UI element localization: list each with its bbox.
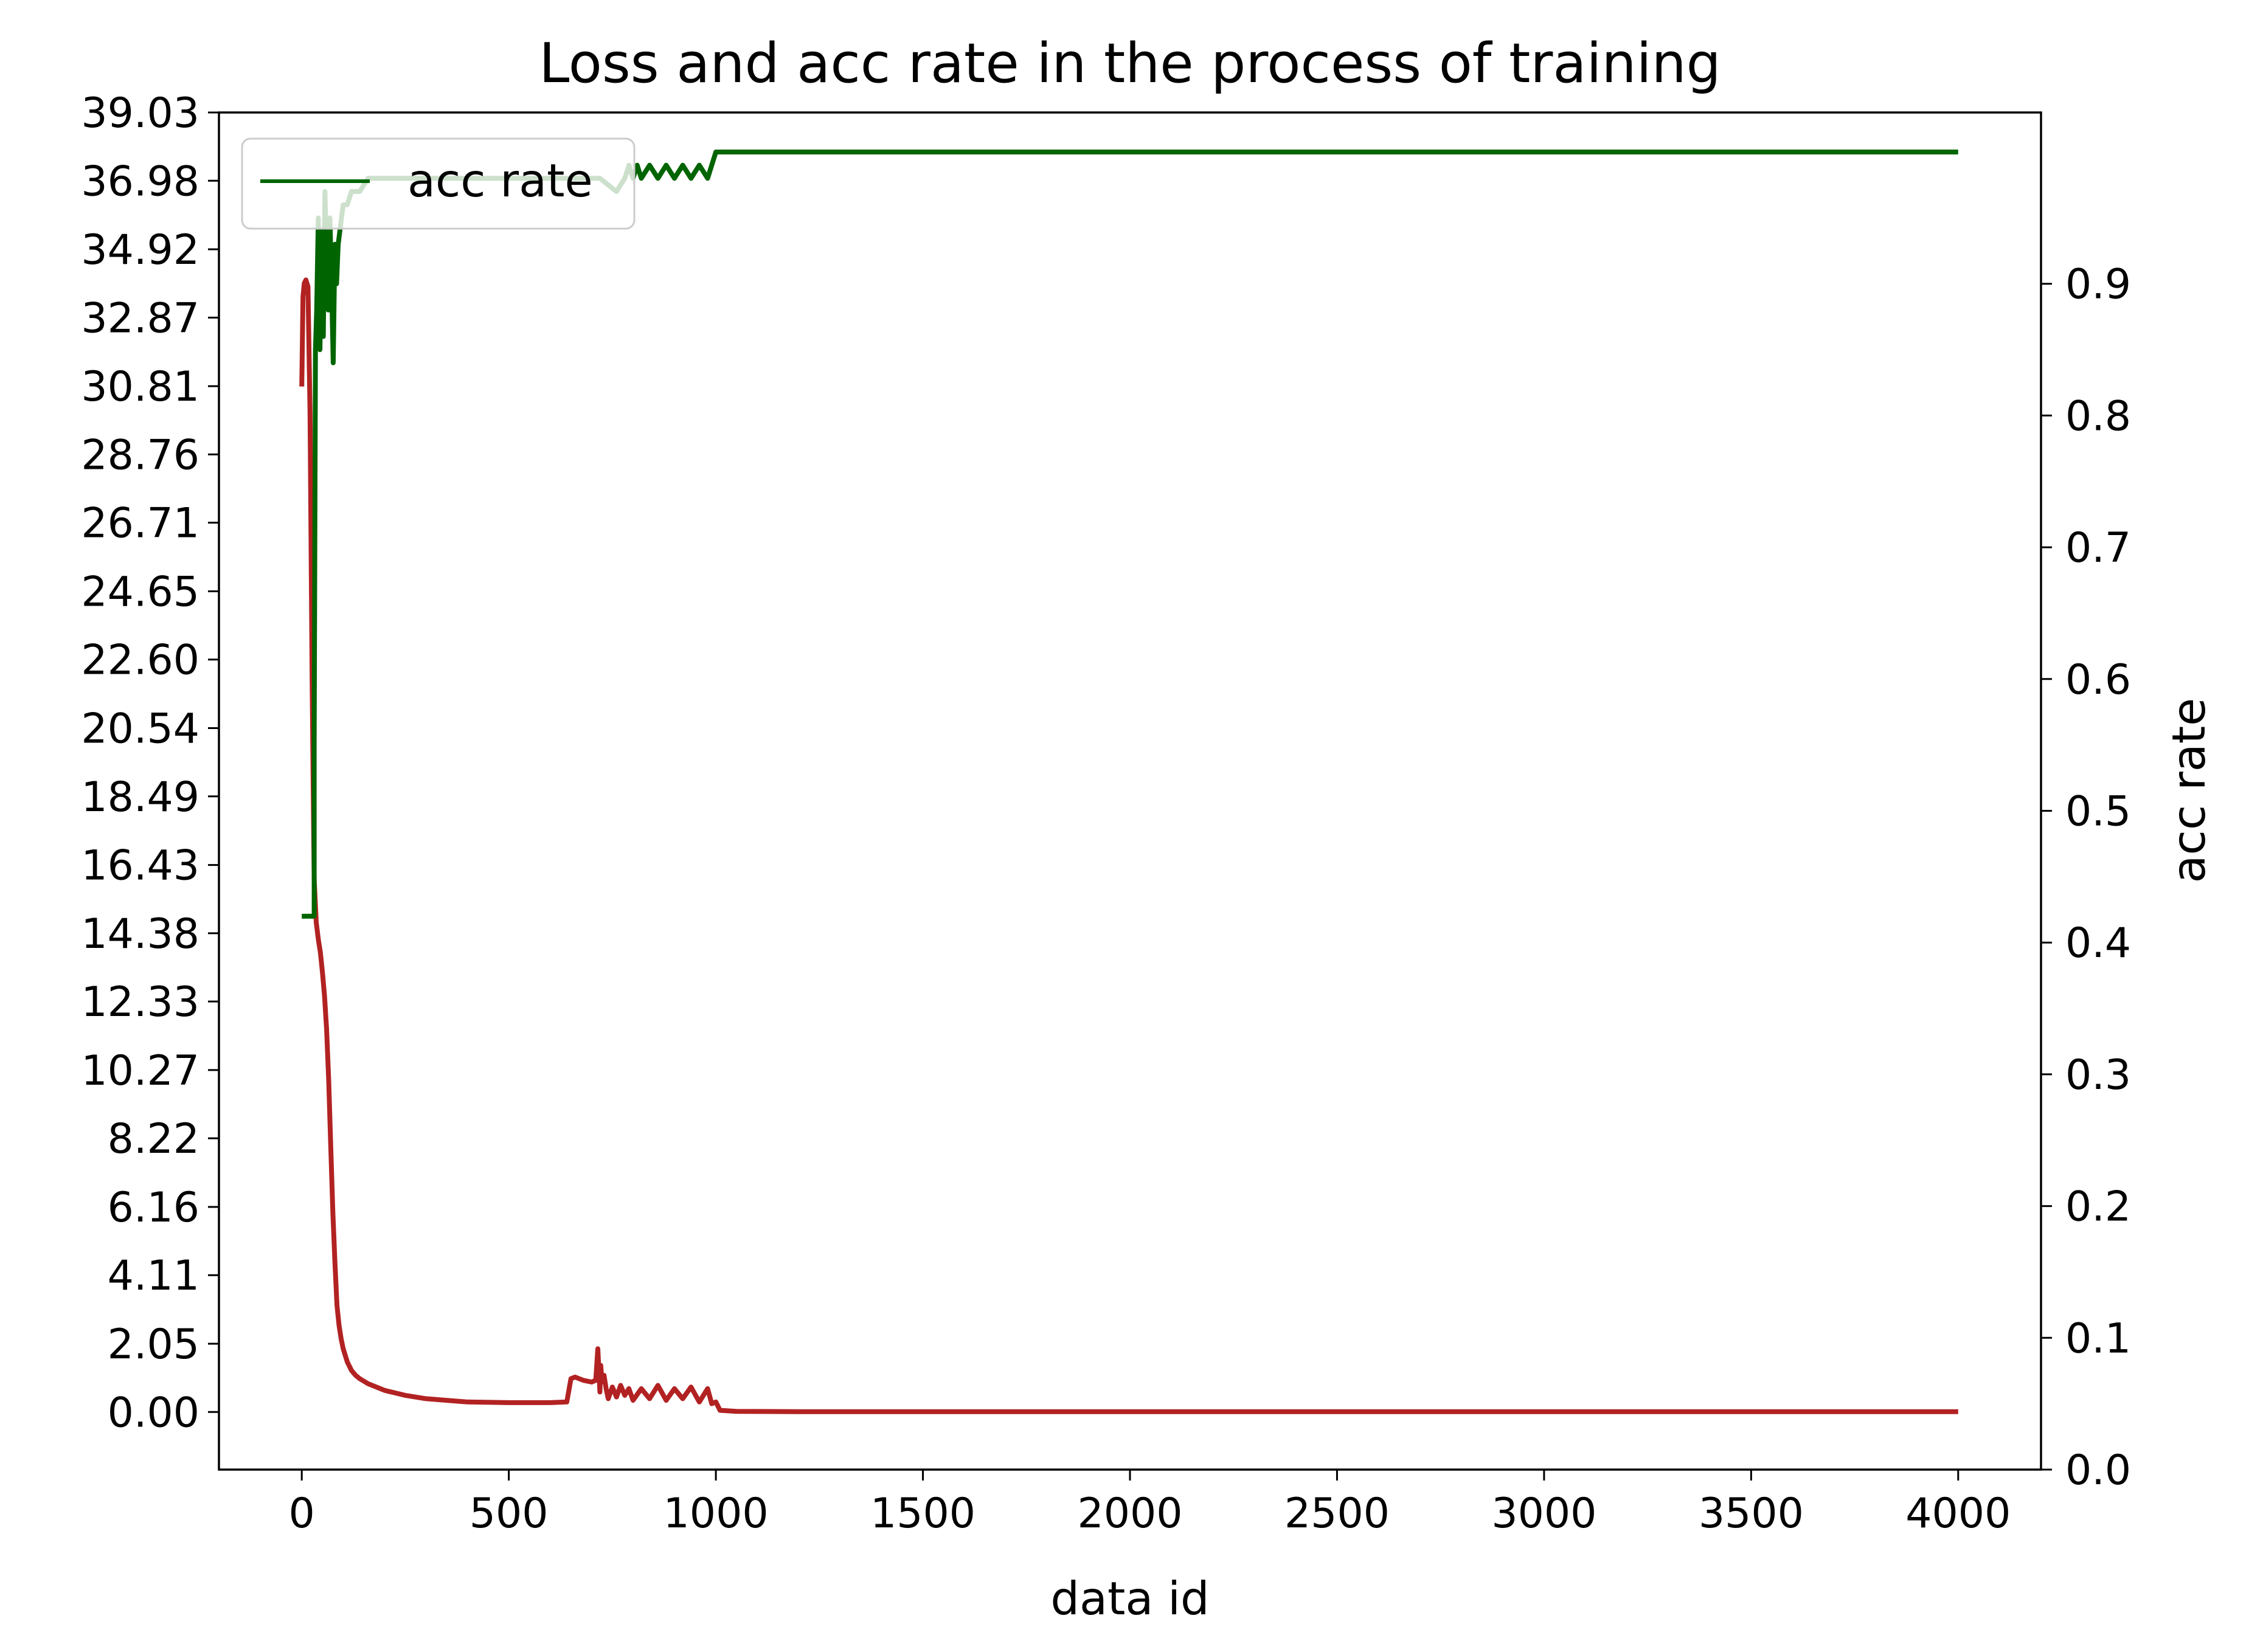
legend: acc rate (241, 137, 636, 230)
x-tick-label: 1000 (664, 1490, 769, 1538)
y-right-tick-label: 0.7 (2065, 524, 2131, 572)
y-axis-right: 0.0 0.1 0.2 0.3 0.4 0.5 0.6 0.7 0.8 0.9 (2041, 261, 2131, 1495)
y-left-tick-label: 20.54 (81, 705, 199, 753)
y-left-tick-label: 24.65 (81, 568, 199, 616)
y-right-tick-label: 0.6 (2065, 656, 2131, 704)
legend-box (241, 137, 636, 230)
y-right-tick-label: 0.2 (2065, 1183, 2131, 1231)
y-axis-right-label: acc rate (2162, 698, 2216, 883)
x-tick-label: 3500 (1699, 1490, 1804, 1538)
y-left-tick-label: 22.60 (81, 637, 199, 685)
x-tick-label: 1500 (870, 1490, 975, 1538)
loss-line-group (299, 277, 1958, 1414)
y-right-tick-label: 0.4 (2065, 919, 2131, 967)
y-right-tick-label: 0.3 (2065, 1051, 2131, 1099)
y-left-tick-label: 10.27 (81, 1047, 199, 1095)
y-right-tick-label: 0.5 (2065, 788, 2131, 836)
y-right-tick-label: 0.9 (2065, 261, 2131, 309)
y-left-tick-label: 0.00 (108, 1389, 199, 1437)
x-tick-label: 500 (470, 1490, 549, 1538)
y-left-tick-label: 32.87 (81, 294, 199, 342)
x-axis-label: data id (1050, 1572, 1209, 1625)
x-axis: 0 500 1000 1500 2000 2500 3000 3500 4000 (289, 1470, 2011, 1538)
y-left-tick-label: 28.76 (81, 431, 199, 479)
x-tick-label: 3000 (1491, 1490, 1596, 1538)
y-left-tick-label: 26.71 (81, 500, 199, 548)
y-left-tick-label: 16.43 (81, 842, 199, 890)
y-left-tick-label: 18.49 (81, 773, 199, 821)
y-right-tick-label: 0.8 (2065, 392, 2131, 440)
y-right-tick-label: 0.0 (2065, 1446, 2131, 1495)
y-left-tick-label: 34.92 (81, 226, 199, 274)
y-left-tick-label: 14.38 (81, 910, 199, 958)
x-tick-label: 2000 (1077, 1490, 1182, 1538)
y-left-tick-label: 4.11 (108, 1252, 199, 1300)
y-left-tick-label: 8.22 (108, 1115, 199, 1163)
x-tick-label: 4000 (1905, 1490, 2011, 1538)
x-tick-label: 2500 (1284, 1490, 1390, 1538)
loss-line (299, 277, 1958, 1414)
y-right-tick-label: 0.1 (2065, 1315, 2131, 1363)
legend-label-acc-rate: acc rate (407, 154, 593, 207)
y-left-tick-label: 39.03 (81, 89, 199, 137)
y-left-tick-label: 2.05 (108, 1321, 199, 1369)
y-left-tick-label: 36.98 (81, 157, 199, 206)
y-axis-left: 0.00 2.05 4.11 6.16 8.22 10.27 12.33 14.38 16.43… (81, 89, 219, 1437)
x-tick-label: 0 (289, 1490, 315, 1538)
y-left-tick-label: 12.33 (81, 978, 199, 1026)
y-left-tick-label: 30.81 (81, 363, 199, 411)
y-left-tick-label: 6.16 (108, 1184, 199, 1232)
chart-title: Loss and acc rate in the process of trai… (539, 32, 1721, 95)
